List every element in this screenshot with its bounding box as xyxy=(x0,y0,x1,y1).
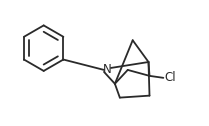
Text: Cl: Cl xyxy=(164,71,176,84)
Text: N: N xyxy=(103,63,111,76)
